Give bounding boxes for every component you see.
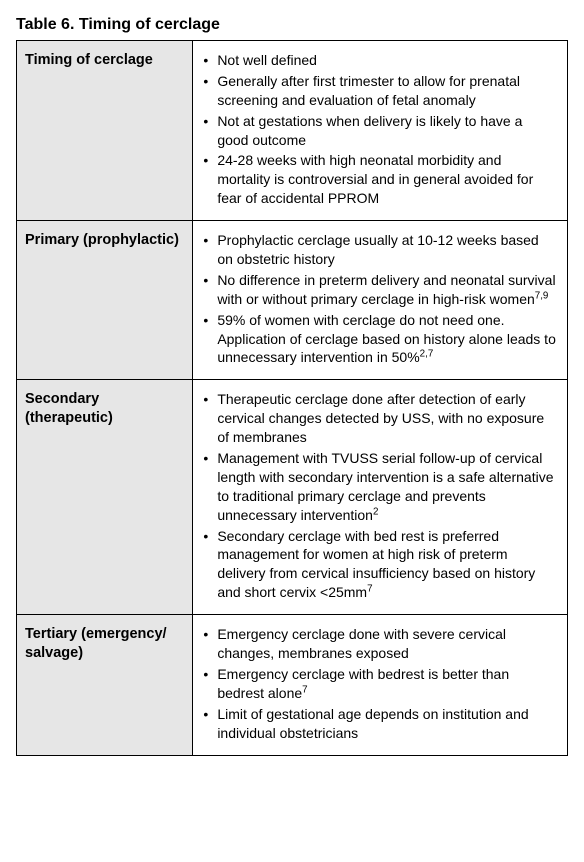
bullet-text: Therapeutic cerclage done after detectio… bbox=[217, 391, 544, 445]
citation-sup: 7 bbox=[367, 584, 372, 595]
bullet-text: 59% of women with cerclage do not need o… bbox=[217, 312, 556, 366]
list-item: No difference in preterm delivery and ne… bbox=[203, 271, 557, 309]
cerclage-table: Timing of cerclage Not well defined Genera… bbox=[16, 40, 568, 756]
row-content: Emergency cerclage done with severe cerv… bbox=[193, 615, 568, 755]
bullet-text: Prophylactic cerclage usually at 10-12 w… bbox=[217, 232, 538, 267]
list-item: Not well defined bbox=[203, 51, 557, 70]
table-row: Secondary (therapeutic) Therapeutic cercl… bbox=[17, 380, 568, 615]
bullet-text: Not at gestations when delivery is likel… bbox=[217, 113, 522, 148]
bullet-text: Limit of gestational age depends on inst… bbox=[217, 706, 528, 741]
bullet-text: Not well defined bbox=[217, 52, 317, 68]
table-row: Primary (prophylactic) Prophylactic cercl… bbox=[17, 221, 568, 380]
bullet-text: Emergency cerclage done with severe cerv… bbox=[217, 626, 506, 661]
table-body: Timing of cerclage Not well defined Genera… bbox=[17, 41, 568, 756]
citation-sup: 7 bbox=[302, 684, 307, 695]
bullet-list: Not well defined Generally after first tr… bbox=[203, 51, 557, 208]
table-title: Table 6. Timing of cerclage bbox=[16, 16, 568, 34]
row-label: Tertiary (emergency/ salvage) bbox=[17, 615, 193, 755]
list-item: Generally after first trimester to allow… bbox=[203, 72, 557, 110]
list-item: Secondary cerclage with bed rest is pref… bbox=[203, 527, 557, 603]
bullet-text: Generally after first trimester to allow… bbox=[217, 73, 520, 108]
bullet-text: No difference in preterm delivery and ne… bbox=[217, 272, 555, 307]
list-item: Not at gestations when delivery is likel… bbox=[203, 112, 557, 150]
bullet-text: Emergency cerclage with bedrest is bette… bbox=[217, 666, 509, 701]
bullet-text: 24-28 weeks with high neonatal morbidity… bbox=[217, 152, 533, 206]
row-content: Prophylactic cerclage usually at 10-12 w… bbox=[193, 221, 568, 380]
row-content: Therapeutic cerclage done after detectio… bbox=[193, 380, 568, 615]
citation-sup: 7,9 bbox=[535, 290, 549, 301]
citation-sup: 2,7 bbox=[420, 349, 434, 360]
bullet-text: Secondary cerclage with bed rest is pref… bbox=[217, 528, 535, 601]
list-item: 59% of women with cerclage do not need o… bbox=[203, 311, 557, 368]
bullet-text: Management with TVUSS serial follow-up o… bbox=[217, 450, 553, 523]
row-label: Primary (prophylactic) bbox=[17, 221, 193, 380]
row-label: Secondary (therapeutic) bbox=[17, 380, 193, 615]
table-row: Timing of cerclage Not well defined Genera… bbox=[17, 41, 568, 221]
table-row: Tertiary (emergency/ salvage) Emergency c… bbox=[17, 615, 568, 755]
list-item: Emergency cerclage done with severe cerv… bbox=[203, 625, 557, 663]
list-item: Prophylactic cerclage usually at 10-12 w… bbox=[203, 231, 557, 269]
list-item: 24-28 weeks with high neonatal morbidity… bbox=[203, 151, 557, 208]
list-item: Emergency cerclage with bedrest is bette… bbox=[203, 665, 557, 703]
bullet-list: Prophylactic cerclage usually at 10-12 w… bbox=[203, 231, 557, 367]
row-content: Not well defined Generally after first tr… bbox=[193, 41, 568, 221]
list-item: Management with TVUSS serial follow-up o… bbox=[203, 449, 557, 525]
list-item: Therapeutic cerclage done after detectio… bbox=[203, 390, 557, 447]
bullet-list: Emergency cerclage done with severe cerv… bbox=[203, 625, 557, 742]
bullet-list: Therapeutic cerclage done after detectio… bbox=[203, 390, 557, 602]
citation-sup: 2 bbox=[373, 506, 378, 517]
list-item: Limit of gestational age depends on inst… bbox=[203, 705, 557, 743]
row-label: Timing of cerclage bbox=[17, 41, 193, 221]
